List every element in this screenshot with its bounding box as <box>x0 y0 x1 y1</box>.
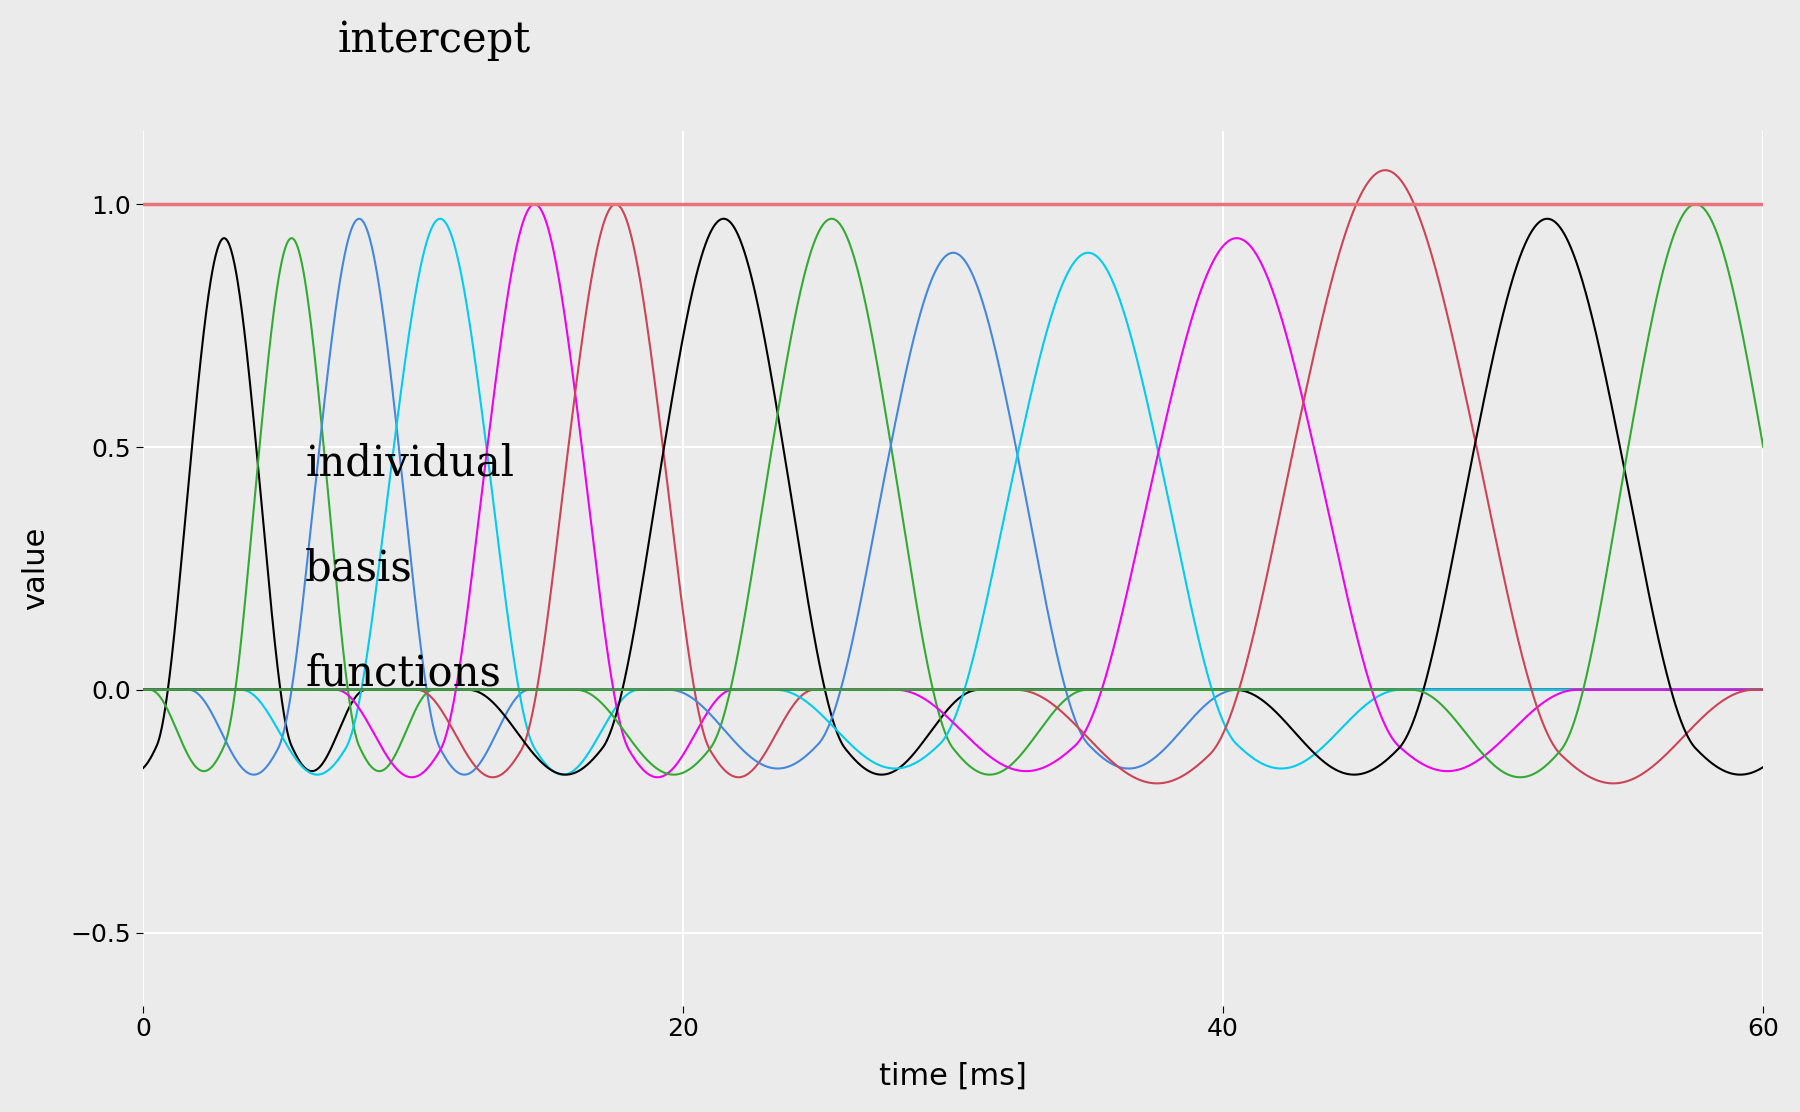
Y-axis label: value: value <box>22 527 50 610</box>
Text: basis: basis <box>306 547 412 589</box>
Text: functions: functions <box>306 653 500 694</box>
X-axis label: time [ms]: time [ms] <box>878 1062 1028 1091</box>
Text: individual: individual <box>306 443 515 485</box>
Text: intercept: intercept <box>338 19 531 61</box>
